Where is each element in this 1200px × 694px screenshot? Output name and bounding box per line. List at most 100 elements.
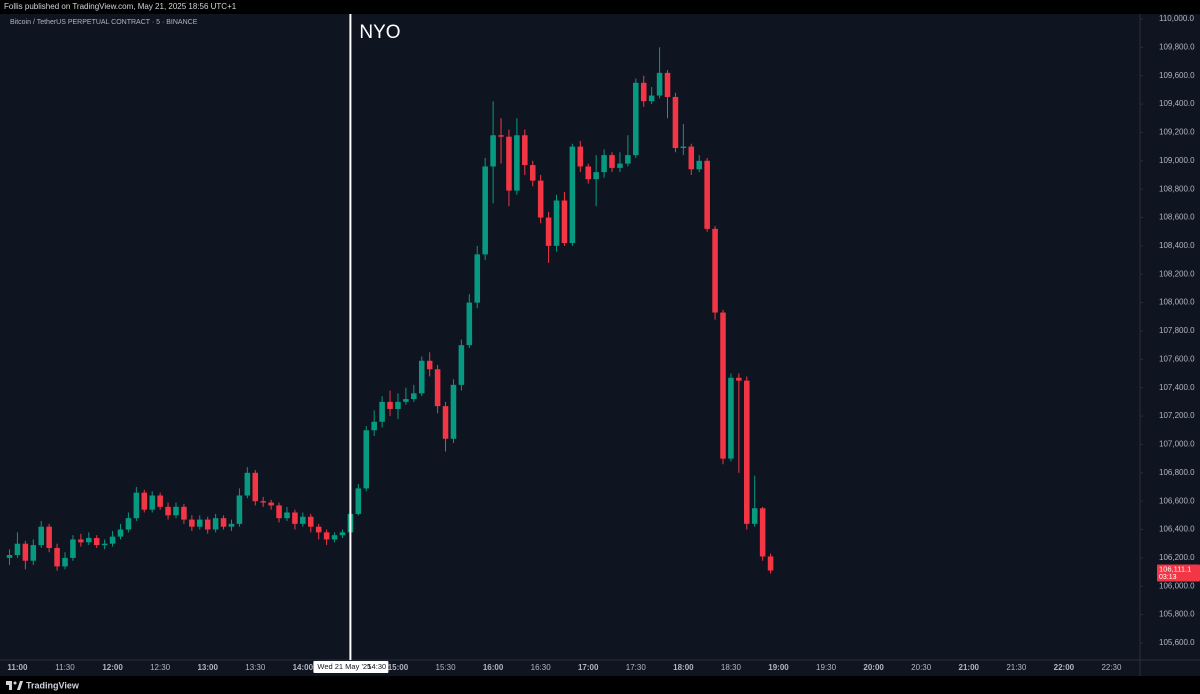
y-tick-label: 108,400.0 xyxy=(1159,241,1195,250)
tradingview-logo: TradingView xyxy=(6,680,80,690)
candle-body xyxy=(117,529,124,537)
x-tick-label: 14:00 xyxy=(293,663,314,672)
candle-body xyxy=(767,556,774,571)
candle-body xyxy=(569,146,576,244)
crosshair-time: 14:30 xyxy=(367,662,386,671)
y-tick-label: 109,200.0 xyxy=(1159,128,1195,137)
candle-body xyxy=(14,543,21,556)
x-tick-label: 12:00 xyxy=(102,663,123,672)
candle-body xyxy=(680,146,687,149)
x-tick-label: 15:00 xyxy=(388,663,409,672)
candle-body xyxy=(403,399,409,402)
logo-mark xyxy=(13,681,17,685)
candle-body xyxy=(426,360,433,370)
candle-body xyxy=(284,512,290,519)
candle-body xyxy=(109,536,116,544)
y-tick-label: 105,800.0 xyxy=(1159,610,1195,619)
candle-body xyxy=(514,135,520,191)
candle-body xyxy=(101,543,108,546)
x-tick-label: 11:30 xyxy=(55,663,75,672)
last-price-label: 106,111.1 xyxy=(1159,564,1191,573)
x-tick-label: 11:00 xyxy=(7,663,28,672)
candle-body xyxy=(204,519,211,530)
candle-body xyxy=(688,146,695,170)
y-tick-label: 107,200.0 xyxy=(1159,411,1195,420)
candle-body xyxy=(38,526,44,546)
y-tick-label: 106,600.0 xyxy=(1159,496,1195,505)
candle-body xyxy=(625,155,631,164)
candles xyxy=(6,47,774,574)
x-tick-label: 20:00 xyxy=(863,663,884,672)
chart-background xyxy=(0,14,1200,676)
x-tick-label: 17:30 xyxy=(626,663,647,672)
candle-body xyxy=(744,380,750,524)
x-tick-label: 13:30 xyxy=(245,663,266,672)
y-tick-label: 109,000.0 xyxy=(1159,156,1195,165)
x-tick-label: 16:00 xyxy=(483,663,504,672)
candle-body xyxy=(466,302,473,346)
y-tick-label: 108,000.0 xyxy=(1159,298,1195,307)
candle-body xyxy=(411,393,417,400)
candle-body xyxy=(609,155,615,168)
candle-body xyxy=(577,146,584,167)
y-tick-label: 106,800.0 xyxy=(1159,468,1195,477)
candle-body xyxy=(696,160,702,170)
candle-body xyxy=(307,516,314,527)
candle-body xyxy=(6,555,13,558)
symbol-title: Bitcoin / TetherUS PERPETUAL CONTRACT · … xyxy=(10,19,198,26)
y-tick-label: 109,400.0 xyxy=(1159,99,1195,108)
x-tick-label: 18:00 xyxy=(673,663,694,672)
candle-body xyxy=(458,345,465,385)
y-tick-label: 108,800.0 xyxy=(1159,184,1195,193)
candle-body xyxy=(506,136,512,191)
y-tick-label: 106,000.0 xyxy=(1159,581,1195,590)
x-tick-label: 17:00 xyxy=(578,663,599,672)
candle-body xyxy=(640,82,647,102)
candle-body xyxy=(228,523,235,527)
logo-mark xyxy=(17,681,23,690)
x-tick-label: 15:30 xyxy=(436,663,457,672)
candle-body xyxy=(323,532,330,540)
candle-body xyxy=(93,538,100,546)
candle-body xyxy=(46,526,52,548)
x-tick-label: 19:30 xyxy=(816,663,837,672)
y-tick-label: 109,800.0 xyxy=(1159,42,1195,51)
y-tick-label: 107,600.0 xyxy=(1159,354,1195,363)
y-tick-label: 106,200.0 xyxy=(1159,553,1195,562)
x-tick-label: 16:30 xyxy=(531,663,552,672)
candle-body xyxy=(173,506,179,516)
y-tick-label: 106,400.0 xyxy=(1159,525,1195,534)
session-annotation: NYO xyxy=(359,22,400,43)
candle-body xyxy=(371,421,377,431)
candle-body xyxy=(315,526,322,533)
x-tick-label: 19:00 xyxy=(768,663,789,672)
candle-body xyxy=(450,384,457,439)
candle-body xyxy=(339,532,346,536)
candle-body xyxy=(561,200,568,244)
candle-body xyxy=(474,254,481,303)
candle-body xyxy=(220,518,227,527)
candle-body xyxy=(498,135,504,137)
x-tick-label: 22:30 xyxy=(1101,663,1122,672)
crosshair-label-bg xyxy=(313,661,389,673)
candle-body xyxy=(276,505,282,519)
last-price-countdown: 03:13 xyxy=(1159,574,1177,581)
candle-body xyxy=(617,163,623,168)
candle-body xyxy=(490,135,496,167)
candle-body xyxy=(656,72,663,96)
candle-body xyxy=(434,369,441,407)
candle-body xyxy=(759,508,766,557)
y-tick-label: 107,400.0 xyxy=(1159,383,1195,392)
candle-body xyxy=(70,539,76,558)
candle-body xyxy=(86,538,92,543)
candle-body xyxy=(244,472,251,496)
candle-body xyxy=(165,506,171,516)
candle-body xyxy=(482,166,488,255)
candle-body xyxy=(585,166,592,180)
publisher-line: Follis published on TradingView.com, May… xyxy=(4,2,237,11)
candle-body xyxy=(149,495,155,510)
candle-body xyxy=(236,495,243,524)
candle-body xyxy=(189,519,195,527)
